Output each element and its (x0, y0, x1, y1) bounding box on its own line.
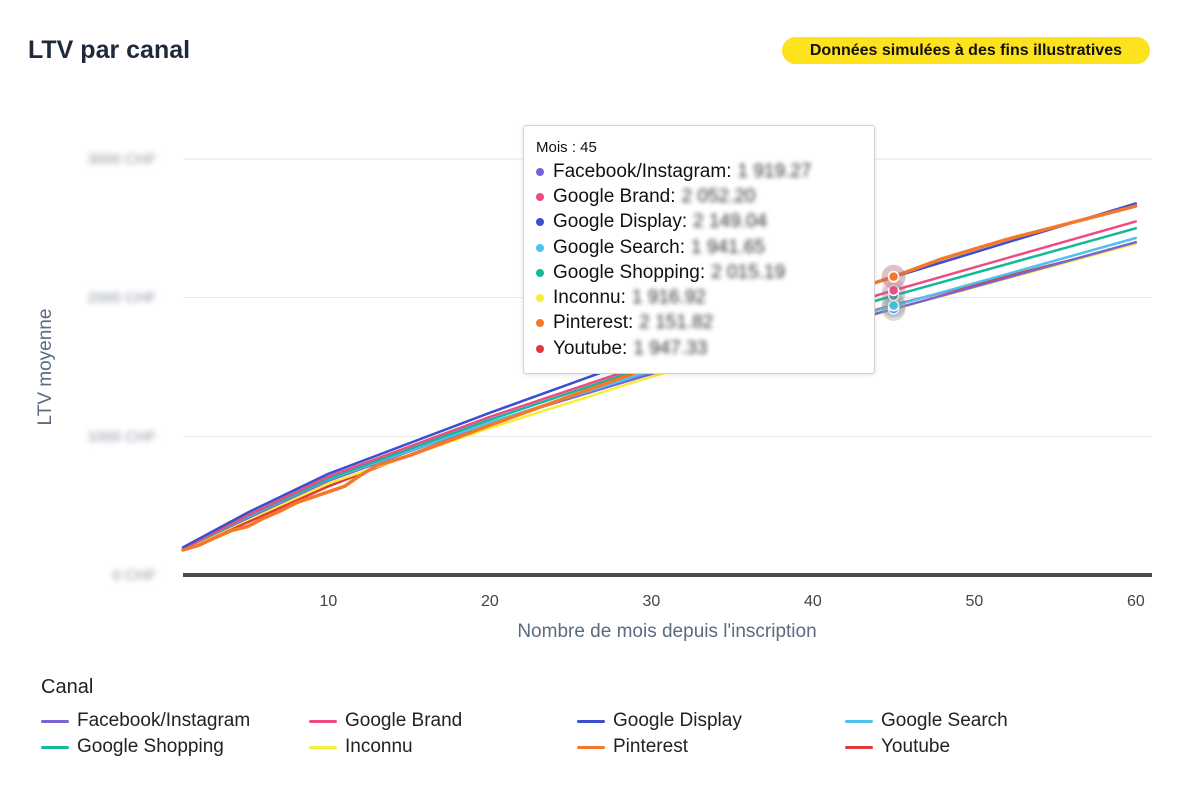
legend-item[interactable]: Youtube (845, 735, 1113, 759)
x-tick-label: 50 (965, 593, 983, 610)
legend-item-label: Pinterest (613, 736, 688, 757)
series-dot-icon (536, 319, 544, 328)
legend-item-label: Google Display (613, 710, 742, 731)
y-tick-labels: 0 CHF 1000 CHF 2000 CHF 3000 CHF (88, 151, 156, 584)
y-tick-label: 0 CHF (113, 567, 156, 584)
legend-item-label: Facebook/Instagram (77, 710, 251, 731)
series-dot-icon (536, 167, 544, 176)
x-tick-labels: 10 20 30 40 50 60 (319, 593, 1144, 610)
hover-point (887, 284, 900, 297)
tooltip-series-value: 1 919.27 (737, 160, 812, 182)
simulated-data-badge: Données simulées à des fins illustrative… (781, 37, 1150, 64)
series-dot-icon (536, 344, 544, 353)
tooltip-series-value: 1 941.65 (691, 236, 765, 258)
hover-point (887, 270, 900, 283)
series-dot-icon (536, 192, 544, 201)
series-line-pinterest[interactable] (181, 204, 1138, 552)
series-dot-icon (536, 243, 544, 252)
tooltip-series-value: 1 916.92 (631, 287, 706, 309)
series-dot-icon (536, 218, 544, 227)
hover-tooltip: Mois : 45 Facebook/Instagram: 1 919.27 Goo… (523, 125, 875, 374)
legend-item-label: Google Brand (345, 710, 463, 731)
tooltip-series-label: Inconnu: (553, 287, 626, 309)
tooltip-series-label: Facebook/Instagram: (553, 160, 732, 182)
y-axis-label: LTV moyenne (35, 309, 56, 426)
legend-swatch-icon (309, 719, 337, 723)
x-tick-label: 60 (1127, 593, 1145, 610)
legend: Facebook/Instagram Google Brand Google Dis… (41, 709, 1161, 759)
tooltip-series-value: 2 149.04 (693, 211, 768, 233)
tooltip-row: Inconnu: 1 916.92 (536, 285, 862, 310)
y-tick-label: 3000 CHF (88, 151, 156, 168)
tooltip-series-label: Pinterest: (553, 312, 634, 334)
x-tick-label: 40 (804, 593, 822, 610)
tooltip-series-value: 2 015.19 (711, 261, 786, 283)
legend-item[interactable]: Google Display (577, 709, 845, 733)
tooltip-row: Youtube: 1 947.33 (536, 336, 862, 361)
tooltip-row: Google Display: 2 149.04 (536, 210, 862, 235)
legend-item-label: Google Search (881, 710, 1008, 731)
x-tick-label: 30 (642, 593, 660, 610)
tooltip-row: Pinterest: 2 151.82 (536, 311, 862, 336)
tooltip-row: Google Brand: 2 052.20 (536, 184, 862, 209)
x-axis-label: Nombre de mois depuis l'inscription (517, 621, 816, 642)
tooltip-series-label: Google Search: (553, 236, 686, 258)
tooltip-series-value: 2 052.20 (681, 185, 756, 207)
legend-item[interactable]: Pinterest (577, 735, 845, 759)
tooltip-series-label: Youtube: (553, 337, 628, 359)
tooltip-header: Mois : 45 (536, 139, 597, 156)
series-dot-icon (536, 268, 544, 277)
x-tick-label: 20 (481, 593, 499, 610)
legend-swatch-icon (41, 745, 69, 749)
legend-item[interactable]: Inconnu (309, 735, 577, 759)
legend-item-label: Google Shopping (77, 736, 224, 757)
tooltip-series-value: 2 151.82 (639, 312, 714, 334)
legend-swatch-icon (309, 745, 337, 749)
series-dot-icon (536, 294, 544, 303)
legend-item[interactable]: Facebook/Instagram (41, 709, 309, 733)
legend-item-label: Youtube (881, 736, 951, 757)
tooltip-row: Facebook/Instagram: 1 919.27 (536, 159, 862, 184)
y-tick-label: 2000 CHF (88, 290, 156, 307)
hover-markers (881, 264, 906, 322)
legend-swatch-icon (845, 719, 873, 723)
legend-swatch-icon (845, 745, 873, 749)
legend-item[interactable]: Google Search (845, 709, 1113, 733)
legend-swatch-icon (577, 719, 605, 723)
legend-swatch-icon (41, 719, 69, 723)
legend-item[interactable]: Google Shopping (41, 735, 309, 759)
tooltip-series-label: Google Brand: (553, 185, 676, 207)
legend-item[interactable]: Google Brand (309, 709, 577, 733)
tooltip-row: Google Search: 1 941.65 (536, 235, 862, 260)
ltv-line-chart[interactable]: 0 CHF 1000 CHF 2000 CHF 3000 CHF 10 20 30 40 50… (0, 0, 1200, 670)
x-tick-label: 10 (319, 593, 337, 610)
tooltip-series-label: Google Shopping: (553, 261, 706, 283)
y-tick-label: 1000 CHF (88, 428, 156, 445)
legend-title: Canal (41, 676, 94, 698)
page-title: LTV par canal (28, 36, 191, 64)
tooltip-series-value: 1 947.33 (633, 337, 708, 359)
legend-swatch-icon (577, 745, 605, 749)
legend-item-label: Inconnu (345, 736, 413, 757)
tooltip-row: Google Shopping: 2 015.19 (536, 260, 862, 285)
tooltip-series-label: Google Display: (553, 211, 688, 233)
